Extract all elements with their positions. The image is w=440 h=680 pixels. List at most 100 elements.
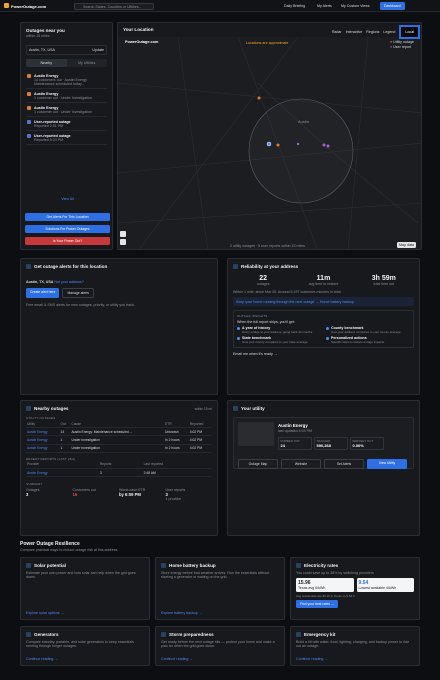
card-link[interactable]: Continue reading →	[296, 657, 328, 661]
map-title: Your Location	[123, 27, 154, 32]
outage-item[interactable]: User-reported outage Reported 5:24 PM	[26, 131, 107, 145]
email-link[interactable]: Email me when it's ready →	[233, 352, 278, 356]
utility-button[interactable]: View Utility	[367, 459, 407, 469]
tab[interactable]: My Utilities	[78, 61, 96, 65]
utility-link[interactable]: Austin Energy	[26, 444, 60, 453]
create-alert[interactable]: Create alert here	[26, 288, 60, 298]
outage-dot[interactable]	[276, 143, 280, 147]
nav-link[interactable]: My Alerts	[317, 4, 332, 8]
card-link[interactable]: Continue reading →	[26, 657, 58, 661]
insight-title: County benchmark	[331, 326, 364, 330]
resilience-card: Home battery backup Store energy before b…	[155, 557, 285, 620]
outage-table: Utility Out Cause ETR Reported Austin Energy 1…	[26, 420, 212, 453]
change-address[interactable]: Not your address?	[54, 280, 84, 284]
map-tab[interactable]: Regions	[366, 30, 380, 34]
summary-label: Customers out	[72, 488, 96, 493]
table-cell: 4:02 PM	[188, 444, 212, 453]
item-title: Austin Energy	[34, 73, 59, 78]
insight: Personalized actions Specific steps to re…	[326, 336, 410, 344]
dashboard-button[interactable]: Dashboard	[380, 2, 405, 11]
map-tab[interactable]: Radar	[331, 30, 342, 34]
outage-item[interactable]: Austin Energy 14 customers out · Austin E…	[26, 71, 107, 89]
utility-button[interactable]: Outage Map	[238, 459, 278, 469]
low-rate-box: 9.54 Lowest available ¢/kWh	[356, 578, 414, 592]
logo-icon	[4, 3, 9, 8]
utility-stat: Number out 24	[278, 437, 312, 450]
stat-value: 11m	[316, 275, 331, 282]
report-dot[interactable]	[326, 144, 330, 148]
utility-link[interactable]: Austin Energy	[26, 427, 60, 437]
utility-outages-label: Utility Outages	[26, 416, 56, 420]
map-tab[interactable]: Interactive	[345, 30, 363, 34]
card-title: Emergency kit	[296, 632, 414, 637]
item-icon	[27, 120, 31, 124]
utility-stat-label: Percent out	[352, 439, 374, 443]
utility-image	[238, 422, 274, 446]
logo[interactable]: PowerOutage.com	[11, 3, 47, 9]
map-attribution[interactable]: Map data	[397, 242, 416, 248]
battery-promo[interactable]: Keep your home running through the next …	[233, 297, 414, 306]
outage-item[interactable]: User-reported outage Reported 2:51 PM	[26, 117, 107, 131]
update-button[interactable]: Update	[92, 48, 104, 52]
insight-title: Personalized actions	[331, 336, 367, 340]
card-link[interactable]: Continue reading →	[161, 657, 193, 661]
nav-link[interactable]: Daily Briefing	[284, 4, 306, 8]
table-cell: 1	[59, 444, 71, 453]
outage-item[interactable]: Austin Energy 1 customer out · Under Inve…	[26, 103, 107, 117]
utility-stat-value: 24	[280, 442, 285, 448]
insight: State benchmark How your county compares …	[237, 336, 321, 344]
zoom-out[interactable]	[120, 239, 126, 245]
nav-link[interactable]: My Custom Views	[341, 4, 370, 8]
location-text: Austin, TX, USA	[29, 48, 55, 52]
insights-intro: When the full report ships, you'll get:	[237, 320, 295, 324]
item-title: User-reported outage	[34, 133, 71, 138]
utility-link[interactable]: Austin Energy	[26, 468, 99, 478]
map[interactable]: Austin	[118, 23, 422, 250]
insights-label: Outage Insights	[237, 314, 268, 318]
stat-block: 22 outages	[233, 275, 293, 286]
resilience-card: Emergency kit Build a kit with water, foo…	[290, 626, 420, 666]
summary-label: Summary	[26, 482, 43, 487]
card-link[interactable]: Explore solar options →	[26, 611, 65, 615]
map-legend: ● Utility outage ● User report	[390, 40, 414, 50]
card-title-text: Home battery backup	[169, 563, 216, 568]
card-link[interactable]: Explore battery backup →	[161, 611, 203, 615]
rates-link[interactable]: Find your best rates →	[296, 600, 339, 608]
outage-item[interactable]: Austin Energy 1 customer out · Under Inve…	[26, 89, 107, 103]
alerts-title-text: Get outage alerts for this location	[34, 264, 108, 269]
insight-icon	[326, 336, 329, 340]
report-button[interactable]: Is Your Power Out?	[25, 237, 110, 245]
column-header: Utility	[26, 420, 60, 429]
utility-link[interactable]: Austin Energy	[26, 435, 60, 445]
low-rate-label: Lowest available ¢/kWh	[358, 586, 397, 590]
view-all[interactable]: View All	[61, 197, 74, 201]
utility-box: Austin Energy last updated 4:03 PM Numbe…	[233, 417, 414, 469]
top-bar: PowerOutage.com Search States, Counties …	[0, 0, 440, 12]
item-icon	[27, 106, 31, 110]
insight-title: A year of history	[242, 326, 271, 330]
utility-button[interactable]: Set Alerts	[324, 459, 364, 469]
summary-value: 3	[165, 492, 168, 498]
table-row: Austin Energy 1 Under Investigation In 2 ho…	[26, 444, 212, 453]
solutions-button[interactable]: Solutions For Power Outages	[25, 225, 110, 233]
tab-active[interactable]: Nearby	[26, 59, 67, 67]
manage-alerts[interactable]: Manage alerts	[62, 288, 94, 298]
alerts-button[interactable]: Get Alerts For This Location	[25, 213, 110, 221]
reliability-card: Reliability at your address 22 outages 11m…	[227, 258, 420, 395]
report-dot[interactable]	[296, 142, 300, 146]
reliability-title-text: Reliability at your address	[241, 264, 299, 269]
utility-stat-value: 0.00%	[352, 442, 364, 448]
search-box[interactable]: Search States, Counties or Utilities...	[74, 2, 154, 10]
item-line: 1 customer out · Under Investigation	[34, 109, 92, 114]
card-title-text: Solar potential	[34, 563, 66, 568]
outage-dot[interactable]	[257, 96, 261, 100]
zoom-in[interactable]	[120, 231, 126, 237]
map-tab[interactable]: Legend	[383, 30, 396, 34]
table-cell: 3	[98, 468, 143, 478]
report-dot[interactable]	[322, 143, 326, 147]
rates-text: You could save up to 38% by switching pr…	[296, 571, 374, 575]
utility-button[interactable]: Website	[281, 459, 321, 469]
insight-text: County benchmark How your address compare…	[331, 326, 401, 334]
radius-circle	[248, 98, 354, 204]
map-tab-active[interactable]: Local	[399, 25, 420, 39]
